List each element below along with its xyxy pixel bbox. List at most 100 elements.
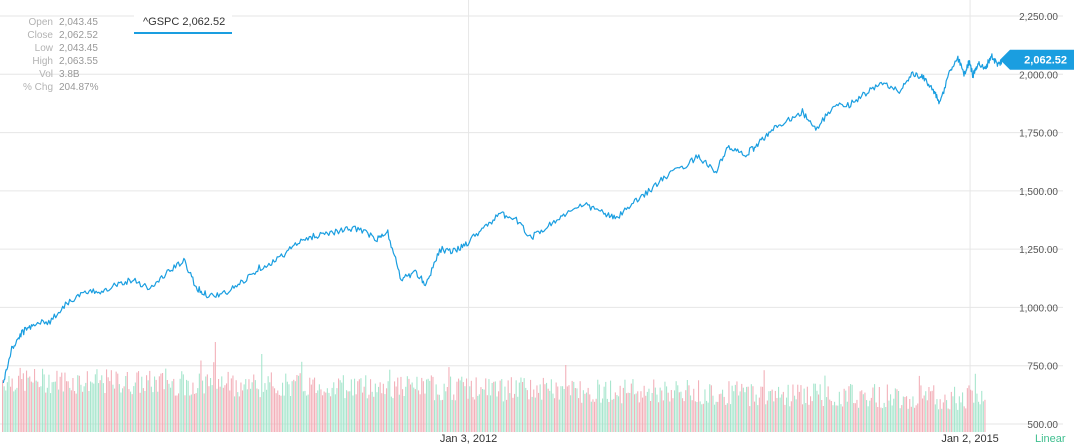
volume-bar (197, 388, 199, 432)
volume-bar (725, 404, 727, 432)
volume-bar (821, 400, 823, 432)
volume-bar (563, 389, 565, 432)
volume-bar (530, 379, 532, 432)
volume-bar (42, 368, 44, 432)
volume-bar (829, 399, 831, 432)
volume-bar (568, 385, 570, 432)
volume-bar (456, 381, 458, 432)
price-line[interactable] (2, 53, 1004, 384)
volume-bar (365, 375, 367, 432)
volume-bar (5, 390, 7, 432)
volume-bar (181, 371, 183, 432)
volume-bar (709, 384, 711, 432)
volume-bar (134, 382, 136, 432)
volume-bar (74, 391, 76, 432)
volume-bar (109, 381, 111, 432)
volume-bar (114, 388, 116, 432)
volume-bar (498, 391, 500, 432)
volume-bar (320, 389, 322, 432)
volume-bar (422, 381, 424, 432)
volume-bar (739, 391, 741, 432)
volume-bar (802, 404, 804, 432)
symbol-legend-tab[interactable]: ^GSPC 2,062.52 (134, 10, 232, 34)
volume-bar (606, 398, 608, 432)
volume-bar (669, 401, 671, 432)
volume-bar (538, 392, 540, 432)
volume-bar (208, 386, 210, 432)
y-tick-label: 1,500.00 (1019, 187, 1058, 198)
volume-bar (94, 374, 96, 432)
volume-bar (794, 395, 796, 432)
volume-bar (312, 379, 314, 432)
volume-bar (462, 382, 464, 432)
volume-bar (629, 393, 631, 432)
volume-bar (512, 397, 514, 432)
volume-bar (496, 396, 498, 432)
volume-bar (429, 380, 431, 432)
volume-bar (683, 401, 685, 432)
volume-bar (770, 391, 772, 432)
volume-bar (765, 404, 767, 432)
scale-mode-toggle[interactable]: Linear (1035, 433, 1066, 445)
volume-bar (350, 379, 352, 432)
volume-bar (461, 376, 463, 432)
volume-bar (491, 383, 493, 432)
volume-bar (445, 391, 447, 432)
volume-bar (589, 394, 591, 432)
volume-bar (531, 396, 533, 432)
volume-bar (534, 397, 536, 432)
volume-bar (738, 395, 740, 432)
volume-bar (394, 381, 396, 432)
volume-bar (755, 394, 757, 432)
volume-bar (518, 382, 520, 432)
volume-bar (290, 396, 292, 432)
volume-bar (848, 386, 850, 432)
volume-bar (592, 399, 594, 432)
y-tick-label: 1,750.00 (1019, 129, 1058, 140)
volume-bar (774, 390, 776, 432)
volume-bar (182, 374, 184, 432)
volume-bar (464, 386, 466, 432)
stat-value: 3.8B (59, 69, 80, 80)
volume-bar (766, 400, 768, 432)
volume-bar (77, 375, 79, 432)
volume-bar (501, 379, 503, 432)
volume-bar (667, 392, 669, 432)
volume-bar (714, 404, 716, 432)
stat-label: Vol (39, 69, 53, 80)
volume-bar (405, 386, 407, 432)
volume-bar (130, 391, 132, 432)
volume-bar (32, 382, 34, 432)
volume-bar (352, 395, 354, 432)
volume-bar (558, 399, 560, 432)
volume-bar (27, 377, 29, 432)
volume-layer (2, 342, 986, 432)
volume-bar (866, 400, 868, 432)
volume-bar (965, 408, 967, 432)
volume-bar (147, 380, 149, 432)
volume-bar (19, 367, 21, 432)
volume-bar (242, 390, 244, 432)
volume-bar (466, 378, 468, 432)
volume-bar (694, 401, 696, 432)
x-tick-label: Jan 2, 2015 (941, 433, 999, 445)
volume-bar (930, 391, 932, 432)
volume-bar (190, 394, 192, 432)
volume-bar (216, 388, 218, 432)
volume-bar (198, 373, 200, 432)
volume-bar (877, 407, 879, 432)
stat-value: 2,043.45 (59, 17, 98, 28)
volume-bar (587, 387, 589, 432)
volume-bar (582, 390, 584, 432)
volume-bar (16, 387, 18, 432)
volume-bar (917, 403, 919, 432)
volume-bar (277, 390, 279, 432)
volume-bar (638, 402, 640, 432)
volume-bar (96, 369, 98, 432)
volume-bar (302, 391, 304, 432)
volume-bar (616, 395, 618, 432)
volume-bar (486, 395, 488, 432)
volume-bar (88, 391, 90, 432)
